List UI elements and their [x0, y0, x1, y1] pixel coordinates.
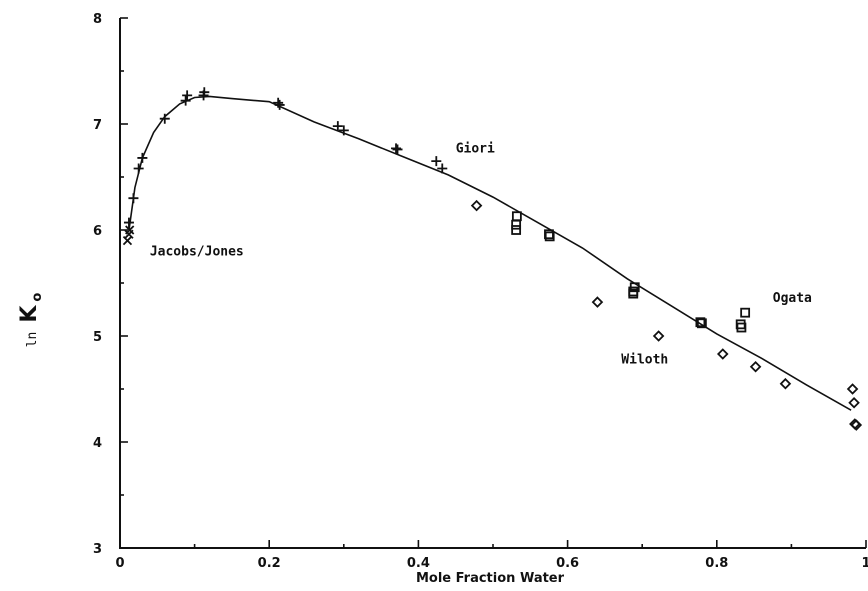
data-point-square — [740, 307, 751, 318]
fit-line-group — [128, 95, 852, 411]
data-point-diamond — [779, 377, 792, 390]
data-point-square — [511, 225, 522, 235]
data-point-square — [544, 231, 555, 242]
data-point-plus — [273, 97, 284, 108]
data-point-diamond — [470, 199, 483, 212]
x-tick-label: 0.6 — [556, 556, 579, 571]
x-tick-label: 0.4 — [407, 556, 430, 571]
data-point-diamond — [591, 296, 604, 308]
data-point-diamond — [848, 397, 860, 409]
data-point-plus — [274, 99, 285, 110]
data-point-plus — [199, 87, 210, 98]
data-point-plus — [180, 95, 191, 106]
y-axis-title-symbol: K — [17, 305, 42, 323]
annotation-label: Wiloth — [621, 353, 668, 368]
x-tick-label: 0 — [115, 556, 124, 571]
data-point-diamond — [846, 383, 859, 395]
data-point-plus — [182, 90, 193, 101]
data-points — [122, 87, 863, 431]
annotation-label: Giori — [456, 142, 495, 157]
data-point-cross — [125, 225, 135, 235]
data-point-square — [736, 322, 747, 333]
x-axis-title: Mole Fraction Water — [416, 571, 565, 586]
annotations: Jacobs/Jones Giori Ogata Wiloth — [150, 142, 812, 368]
data-point-plus — [392, 144, 403, 155]
data-point-plus — [123, 217, 134, 228]
data-point-diamond — [652, 330, 665, 342]
data-point-square — [511, 219, 522, 230]
data-point-plus — [133, 163, 144, 174]
data-point-diamond — [749, 360, 762, 373]
data-point-square — [628, 288, 639, 299]
y-tick-label: 8 — [93, 12, 102, 27]
data-point-square — [695, 317, 706, 328]
data-point-plus — [431, 156, 442, 167]
data-point-diamond — [716, 348, 729, 360]
x-tick-label: 1 — [861, 556, 868, 571]
axis-ticks: 0 0.2 0.4 0.6 0.8 1 3 4 5 6 7 8 — [93, 12, 868, 571]
y-axis-title-subscript: o — [30, 293, 45, 302]
data-point-plus — [391, 143, 402, 154]
fit-line — [128, 95, 852, 411]
y-axis-title-prefix: ln — [25, 332, 40, 348]
data-point-plus — [332, 121, 343, 132]
data-point-plus — [137, 152, 148, 163]
data-point-plus — [437, 163, 448, 174]
y-tick-label: 4 — [93, 436, 102, 451]
x-tick-label: 0.8 — [705, 556, 728, 571]
y-tick-label: 3 — [93, 542, 102, 557]
data-point-plus — [128, 193, 139, 204]
x-tick-label: 0.2 — [258, 556, 281, 571]
y-tick-label: 6 — [93, 224, 102, 239]
y-tick-label: 5 — [93, 330, 102, 345]
data-point-diamond — [850, 419, 863, 431]
data-point-plus — [159, 113, 170, 124]
y-axis-title: ln K o — [17, 293, 45, 348]
svg-text:ln K o: ln K o — [17, 293, 45, 348]
data-point-plus — [338, 125, 349, 136]
axis-frame — [119, 18, 866, 549]
data-point-square — [696, 318, 707, 329]
data-point-square — [511, 211, 522, 222]
plot-axes — [119, 18, 866, 549]
annotation-label: Ogata — [773, 291, 812, 306]
annotation-label: Jacobs/Jones — [150, 244, 244, 259]
y-tick-label: 7 — [93, 118, 102, 133]
